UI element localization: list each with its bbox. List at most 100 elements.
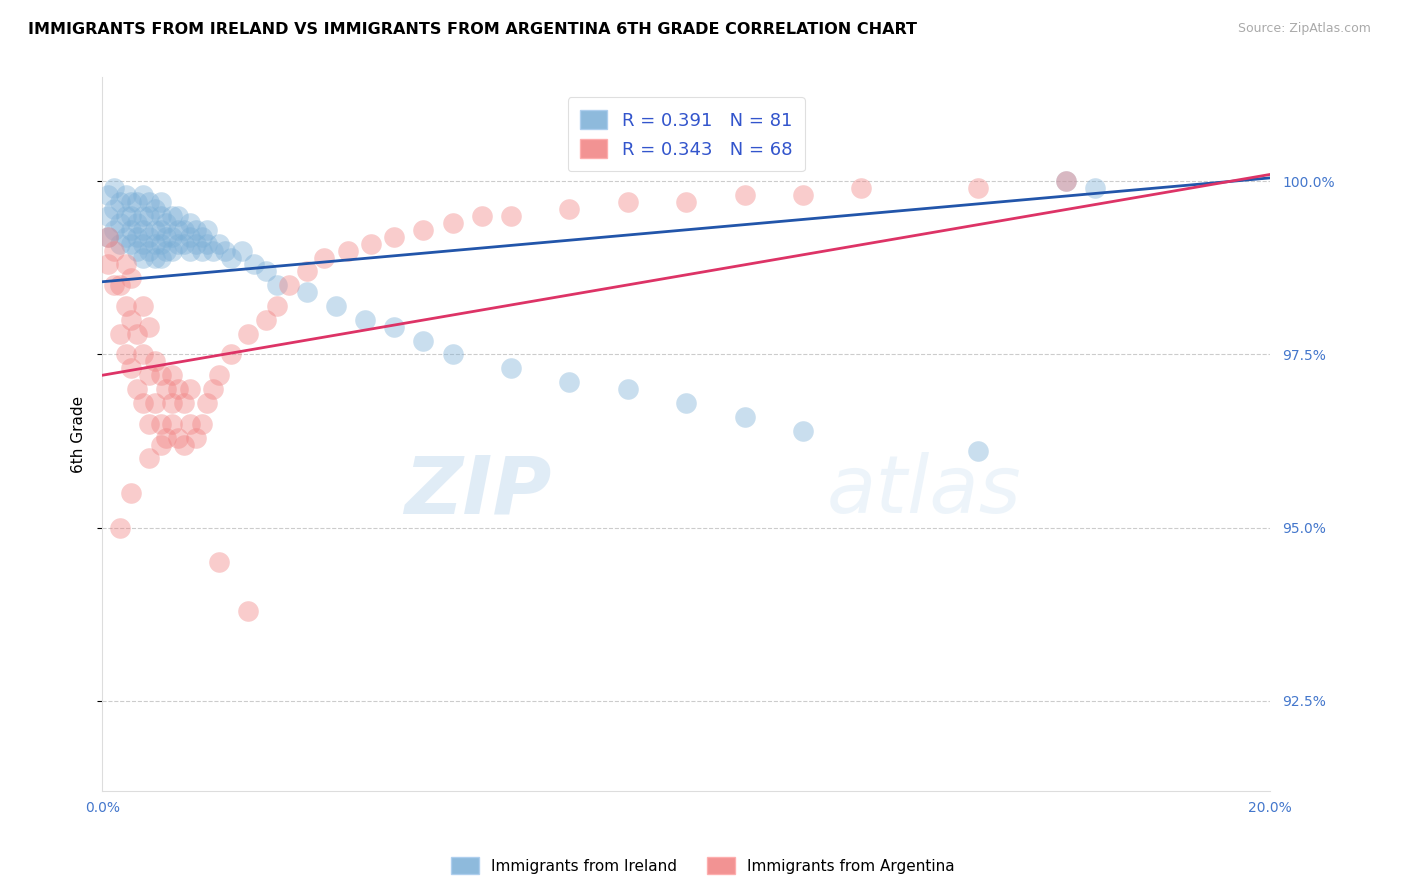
- Point: [132, 347, 155, 361]
- Point: [120, 223, 142, 237]
- Point: [295, 285, 318, 300]
- Point: [132, 236, 155, 251]
- Point: [295, 264, 318, 278]
- Point: [208, 555, 231, 569]
- Text: atlas: atlas: [827, 452, 1021, 530]
- Point: [734, 188, 756, 202]
- Point: [238, 604, 260, 618]
- Point: [162, 244, 184, 258]
- Point: [167, 236, 190, 251]
- Text: Source: ZipAtlas.com: Source: ZipAtlas.com: [1237, 22, 1371, 36]
- Point: [138, 209, 160, 223]
- Point: [167, 431, 190, 445]
- Point: [195, 236, 218, 251]
- Point: [354, 313, 377, 327]
- Point: [184, 223, 207, 237]
- Point: [1054, 174, 1077, 188]
- Point: [108, 236, 131, 251]
- Point: [278, 278, 301, 293]
- Point: [97, 188, 120, 202]
- Point: [120, 361, 142, 376]
- Point: [138, 229, 160, 244]
- Point: [238, 326, 260, 341]
- Point: [127, 326, 149, 341]
- Point: [127, 244, 149, 258]
- Point: [162, 368, 184, 383]
- Point: [149, 368, 172, 383]
- Point: [114, 347, 136, 361]
- Point: [155, 216, 177, 230]
- Point: [173, 396, 195, 410]
- Point: [114, 229, 136, 244]
- Point: [173, 437, 195, 451]
- Point: [266, 278, 288, 293]
- Legend: R = 0.391   N = 81, R = 0.343   N = 68: R = 0.391 N = 81, R = 0.343 N = 68: [568, 97, 804, 171]
- Point: [127, 229, 149, 244]
- Point: [179, 417, 201, 431]
- Point: [231, 244, 253, 258]
- Point: [138, 451, 160, 466]
- Point: [143, 223, 166, 237]
- Point: [132, 188, 155, 202]
- Point: [675, 195, 697, 210]
- Point: [120, 486, 142, 500]
- Point: [108, 216, 131, 230]
- Point: [195, 223, 218, 237]
- Point: [558, 202, 581, 216]
- Point: [162, 229, 184, 244]
- Point: [120, 195, 142, 210]
- Point: [108, 521, 131, 535]
- Point: [558, 375, 581, 389]
- Point: [143, 354, 166, 368]
- Point: [138, 244, 160, 258]
- Point: [120, 313, 142, 327]
- Point: [97, 209, 120, 223]
- Point: [138, 319, 160, 334]
- Point: [138, 417, 160, 431]
- Point: [441, 347, 464, 361]
- Point: [132, 209, 155, 223]
- Point: [149, 437, 172, 451]
- Point: [143, 236, 166, 251]
- Point: [243, 257, 266, 271]
- Point: [108, 326, 131, 341]
- Point: [734, 409, 756, 424]
- Point: [499, 209, 522, 223]
- Point: [179, 382, 201, 396]
- Point: [108, 278, 131, 293]
- Point: [143, 251, 166, 265]
- Point: [179, 244, 201, 258]
- Point: [162, 209, 184, 223]
- Point: [114, 209, 136, 223]
- Point: [149, 236, 172, 251]
- Point: [190, 417, 212, 431]
- Point: [214, 244, 236, 258]
- Point: [967, 181, 990, 195]
- Point: [792, 424, 814, 438]
- Point: [138, 195, 160, 210]
- Point: [202, 382, 225, 396]
- Point: [114, 188, 136, 202]
- Point: [155, 431, 177, 445]
- Point: [851, 181, 873, 195]
- Point: [138, 368, 160, 383]
- Point: [254, 313, 277, 327]
- Point: [219, 251, 242, 265]
- Point: [219, 347, 242, 361]
- Point: [143, 202, 166, 216]
- Point: [412, 223, 434, 237]
- Point: [149, 223, 172, 237]
- Point: [179, 229, 201, 244]
- Point: [254, 264, 277, 278]
- Point: [127, 195, 149, 210]
- Point: [382, 319, 405, 334]
- Point: [167, 382, 190, 396]
- Point: [412, 334, 434, 348]
- Point: [97, 229, 120, 244]
- Point: [382, 229, 405, 244]
- Point: [149, 251, 172, 265]
- Y-axis label: 6th Grade: 6th Grade: [72, 395, 86, 473]
- Point: [336, 244, 359, 258]
- Point: [114, 299, 136, 313]
- Point: [173, 223, 195, 237]
